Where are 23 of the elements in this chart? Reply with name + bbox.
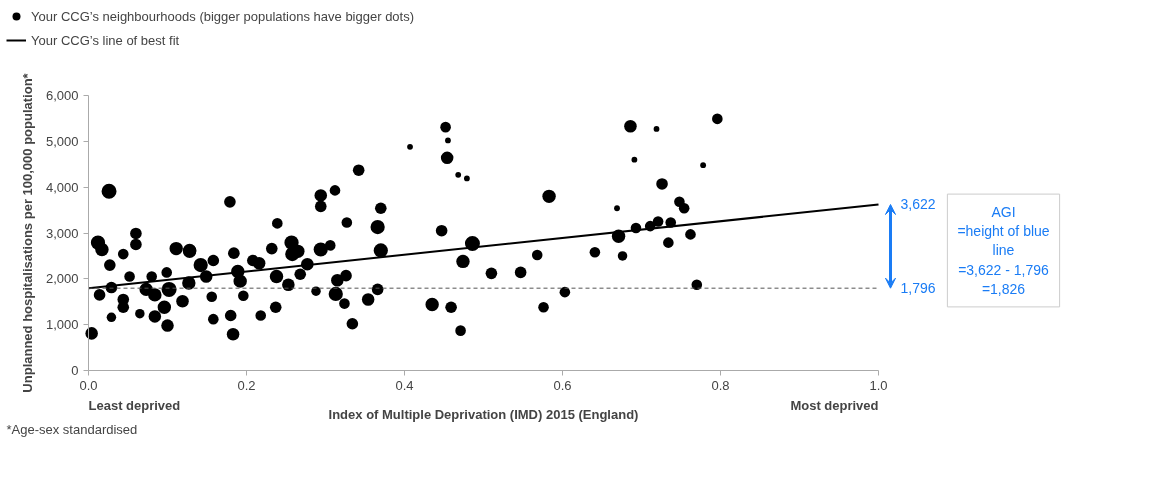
x-tick-label: 0.0 bbox=[79, 377, 98, 393]
y-tick-label: 1,000 bbox=[45, 317, 79, 333]
x-tick-label: 0.4 bbox=[395, 377, 414, 393]
y-tick-label: 0 bbox=[71, 363, 79, 378]
y-tick-label: 2,000 bbox=[45, 271, 79, 287]
y-tick-label: 5,000 bbox=[45, 133, 79, 149]
text: Most deprived bbox=[790, 397, 879, 413]
x-tick-label: 1.0 bbox=[869, 377, 888, 393]
annotation: 1,796 bbox=[900, 280, 936, 297]
x-tick-label: 0.8 bbox=[711, 377, 730, 393]
annotation: 3,622 bbox=[900, 196, 936, 213]
y-tick-label: 3,000 bbox=[45, 225, 79, 241]
legend-label: Your CCG’s line of best fit bbox=[31, 32, 180, 48]
text: AGI =height of blue line =3,622 - 1,796 =1,826 bbox=[957, 204, 1050, 297]
y-tick-label: 4,000 bbox=[45, 179, 79, 195]
x-tick-label: 0.6 bbox=[553, 377, 572, 393]
text: Least deprived bbox=[88, 397, 181, 413]
text: *Age-sex standardised bbox=[6, 421, 138, 437]
y-tick-label: 6,000 bbox=[45, 88, 79, 103]
x-tick-label: 0.2 bbox=[237, 377, 256, 393]
x-axis-title: Index of Multiple Deprivation (IMD) 2015 (England) bbox=[328, 406, 639, 422]
legend-label: Your CCG’s neighbourhoods (bigger populations have bigger dots) bbox=[31, 8, 415, 24]
y-axis-title: Unplanned hospitalisations per 100,000 population* bbox=[19, 72, 35, 393]
